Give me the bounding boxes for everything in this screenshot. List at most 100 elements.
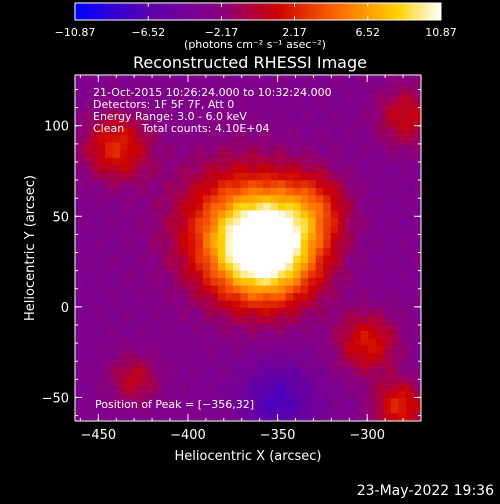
heatmap-cell: [375, 413, 384, 421]
heatmap-cell: [90, 390, 99, 400]
heatmap-cell: [375, 405, 384, 415]
heatmap-cell: [127, 75, 136, 84]
heatmap-cell: [187, 368, 196, 377]
heatmap-cell: [293, 97, 302, 106]
heatmap-cell: [187, 323, 196, 332]
heatmap-cell: [278, 105, 287, 114]
heatmap-cell: [383, 90, 392, 99]
heatmap-cell: [323, 150, 332, 159]
heatmap-cell: [180, 135, 189, 144]
heatmap-cell: [150, 375, 159, 384]
heatmap-cell: [270, 330, 279, 339]
heatmap-cell: [172, 390, 181, 400]
heatmap-cell: [225, 413, 234, 421]
heatmap-cell: [360, 165, 369, 174]
heatmap-cell: [300, 225, 309, 234]
heatmap-cell: [285, 360, 294, 369]
heatmap-cell: [300, 285, 309, 294]
heatmap-cell: [210, 383, 219, 392]
heatmap-cell: [142, 90, 151, 99]
heatmap-cell: [338, 150, 347, 159]
heatmap-cell: [255, 285, 264, 294]
heatmap-cell: [323, 293, 332, 302]
heatmap-cell: [232, 127, 242, 136]
heatmap-cell: [360, 210, 369, 219]
heatmap-cell: [248, 413, 257, 421]
heatmap-cell: [293, 157, 302, 166]
heatmap-cell: [405, 285, 415, 294]
heatmap-cell: [413, 360, 421, 369]
heatmap-cell: [405, 165, 415, 174]
heatmap-cell: [360, 390, 369, 400]
heatmap-cell: [240, 225, 249, 234]
heatmap-cell: [202, 112, 211, 121]
heatmap-cell: [248, 398, 257, 407]
heatmap-cell: [172, 360, 181, 369]
heatmap-cell: [135, 398, 144, 407]
heatmap-cell: [368, 172, 377, 181]
heatmap-cell: [368, 308, 377, 317]
heatmap-cell: [270, 225, 279, 234]
heatmap-cell: [270, 413, 279, 421]
heatmap-cell: [330, 338, 339, 347]
heatmap-cell: [375, 338, 384, 347]
heatmap-cell: [120, 240, 129, 249]
heatmap-cell: [90, 368, 99, 377]
heatmap-cell: [157, 345, 166, 354]
heatmap-cell: [248, 172, 257, 181]
y-tick-label: 0: [61, 301, 69, 316]
heatmap-cell: [398, 315, 407, 324]
heatmap-cell: [90, 360, 99, 369]
heatmap-cell: [413, 97, 421, 106]
heatmap-cell: [255, 135, 264, 144]
heatmap-cell: [127, 300, 136, 309]
heatmap-cell: [82, 225, 91, 234]
heatmap-cell: [405, 323, 415, 332]
heatmap-cell: [105, 127, 114, 136]
heatmap-cell: [142, 338, 151, 347]
heatmap-cell: [232, 285, 242, 294]
heatmap-cell: [187, 165, 196, 174]
heatmap-cell: [112, 308, 121, 317]
heatmap-cell: [390, 308, 400, 317]
heatmap-cell: [90, 112, 99, 121]
heatmap-cell: [180, 315, 189, 324]
heatmap-cell: [202, 157, 211, 166]
heatmap-cell: [293, 390, 302, 400]
heatmap-cell: [300, 405, 309, 415]
heatmap-cell: [293, 187, 302, 196]
heatmap-cell: [165, 127, 174, 136]
heatmap-cell: [232, 157, 242, 166]
heatmap-cell: [120, 270, 129, 279]
heatmap-cell: [338, 315, 347, 324]
heatmap-cell: [353, 202, 362, 211]
heatmap-cell: [225, 150, 234, 159]
heatmap-cell: [375, 323, 384, 332]
heatmap-cell: [112, 390, 121, 400]
heatmap-cell: [97, 338, 106, 347]
heatmap-cell: [285, 82, 294, 91]
heatmap-cell: [210, 112, 219, 121]
heatmap-cell: [135, 240, 144, 249]
heatmap-cell: [405, 187, 415, 196]
heatmap-cell: [323, 338, 332, 347]
heatmap-cell: [360, 90, 369, 99]
heatmap-cell: [315, 293, 324, 302]
heatmap-cell: [187, 97, 196, 106]
heatmap-cell: [202, 82, 211, 91]
heatmap-cell: [127, 375, 136, 384]
heatmap-cell: [398, 263, 407, 272]
heatmap-cell: [248, 270, 257, 279]
heatmap-cell: [127, 90, 136, 99]
heatmap-cell: [180, 368, 189, 377]
heatmap-cell: [353, 165, 362, 174]
heatmap-cell: [353, 398, 362, 407]
heatmap-cell: [278, 232, 287, 242]
heatmap-cell: [187, 225, 196, 234]
heatmap-cell: [112, 105, 121, 114]
heatmap-cell: [398, 90, 407, 99]
heatmap-cell: [405, 97, 415, 106]
heatmap-cell: [323, 195, 332, 204]
heatmap-cell: [285, 232, 294, 242]
heatmap-cell: [112, 97, 121, 106]
